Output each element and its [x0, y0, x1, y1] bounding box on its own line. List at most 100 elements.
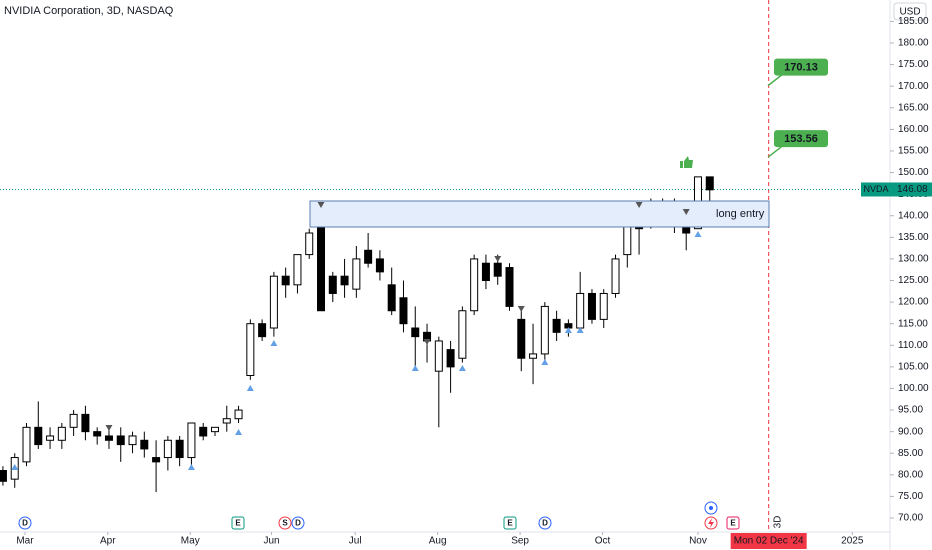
candle-body	[281, 275, 290, 286]
sell-signal	[517, 306, 525, 312]
candle-body	[352, 258, 361, 290]
buy-signal	[564, 327, 572, 333]
event-label: D	[295, 519, 301, 528]
annotation: long entry	[716, 208, 765, 220]
sell-signal	[317, 202, 325, 208]
candle-body	[234, 409, 243, 420]
y-tick-label: 160.00	[898, 124, 929, 135]
candle-body	[46, 435, 55, 441]
buy-signal	[411, 365, 419, 371]
event-icon	[709, 506, 713, 510]
candle-body	[0, 470, 7, 482]
event-icon	[291, 516, 305, 530]
candle-body	[69, 413, 78, 428]
y-tick-label: 165.00	[898, 102, 929, 113]
event-label: E	[235, 519, 241, 528]
candle-body	[434, 340, 443, 372]
candle-body	[140, 439, 149, 450]
x-tick-label: Aug	[429, 536, 447, 547]
candle-body	[611, 258, 620, 294]
event-icon	[708, 518, 714, 528]
candle-body	[446, 349, 455, 368]
event-icon	[538, 516, 552, 530]
event-label: E	[730, 519, 736, 528]
candle-body	[81, 413, 90, 433]
event-label: D	[22, 519, 28, 528]
y-tick-label: 150.00	[898, 167, 929, 178]
candle-body	[623, 223, 632, 256]
candle-body	[269, 275, 278, 329]
y-tick-label: 100.00	[898, 383, 929, 394]
currency: USD	[899, 7, 920, 18]
buy-signal	[187, 464, 195, 470]
buy-signal	[458, 365, 466, 371]
candle-body	[387, 284, 396, 312]
buy-signal	[270, 340, 278, 346]
currency-box[interactable]	[893, 2, 927, 21]
x-tick-label: May	[181, 536, 200, 547]
y-tick-label: 90.00	[898, 426, 923, 437]
candle-body	[399, 297, 408, 325]
y-tick-label: 180.00	[898, 38, 929, 49]
candle-body	[328, 275, 337, 294]
sell-signal	[494, 256, 502, 262]
buy-signal	[694, 231, 702, 237]
buy-signal	[246, 385, 254, 391]
crosshair-label: Mon 02 Dec '24	[734, 536, 804, 547]
candle-body	[22, 426, 31, 463]
y-tick-label: 140.00	[898, 210, 929, 221]
buy-signal	[576, 327, 584, 333]
last-price-bg	[891, 182, 932, 197]
y-tick-label: 115.00	[898, 318, 928, 329]
y-tick-label: 70.00	[898, 513, 923, 524]
candle-body	[258, 323, 267, 338]
candle-body	[375, 258, 384, 273]
candle-body	[705, 176, 714, 191]
interval: 3D	[773, 516, 784, 529]
candle-body	[340, 275, 349, 286]
buy-signal	[11, 464, 19, 470]
event-icon	[231, 516, 245, 530]
y-tick-label: 185.00	[898, 16, 929, 27]
candle-body	[411, 327, 420, 338]
y-tick-label: 125.00	[898, 275, 929, 286]
y-tick-label: 175.00	[898, 59, 929, 70]
y-tick-label: 170.00	[898, 81, 929, 92]
x-tick-label: Apr	[100, 536, 116, 547]
target-box	[774, 130, 828, 148]
entry-zone	[309, 200, 770, 228]
candle-body	[364, 249, 373, 264]
candle-body	[517, 318, 526, 359]
x-tick-label: 2025	[841, 536, 864, 547]
candle-body	[599, 292, 608, 320]
candle-body	[481, 262, 490, 282]
event-label: E	[507, 519, 513, 528]
y-tick-label: 120.00	[898, 297, 929, 308]
y-tick-label: 85.00	[898, 448, 923, 459]
y-tick-label: 110.00	[898, 340, 928, 351]
candle-body	[222, 418, 231, 424]
sell-signal	[635, 202, 643, 208]
candle-body	[93, 431, 102, 437]
candle-body	[163, 439, 172, 459]
sell-signal	[682, 209, 690, 215]
candle-body	[317, 215, 326, 312]
symbol-label-bg	[861, 182, 891, 197]
candle-body	[175, 439, 184, 459]
buy-signal	[235, 429, 243, 435]
target-label: 153.56	[784, 133, 818, 145]
candle-body	[187, 422, 196, 459]
event-icon	[503, 516, 517, 530]
symbol-label: NVDA	[863, 184, 888, 194]
event-icon	[278, 516, 292, 530]
candle-body	[587, 292, 596, 320]
candle-body	[529, 353, 538, 359]
candle-body	[34, 426, 43, 446]
thumbs-up-icon	[680, 156, 693, 168]
crosshair-label-bg	[730, 533, 807, 549]
candle-body	[540, 305, 549, 355]
candle-body	[152, 457, 161, 463]
x-tick-label: Mar	[16, 536, 34, 547]
